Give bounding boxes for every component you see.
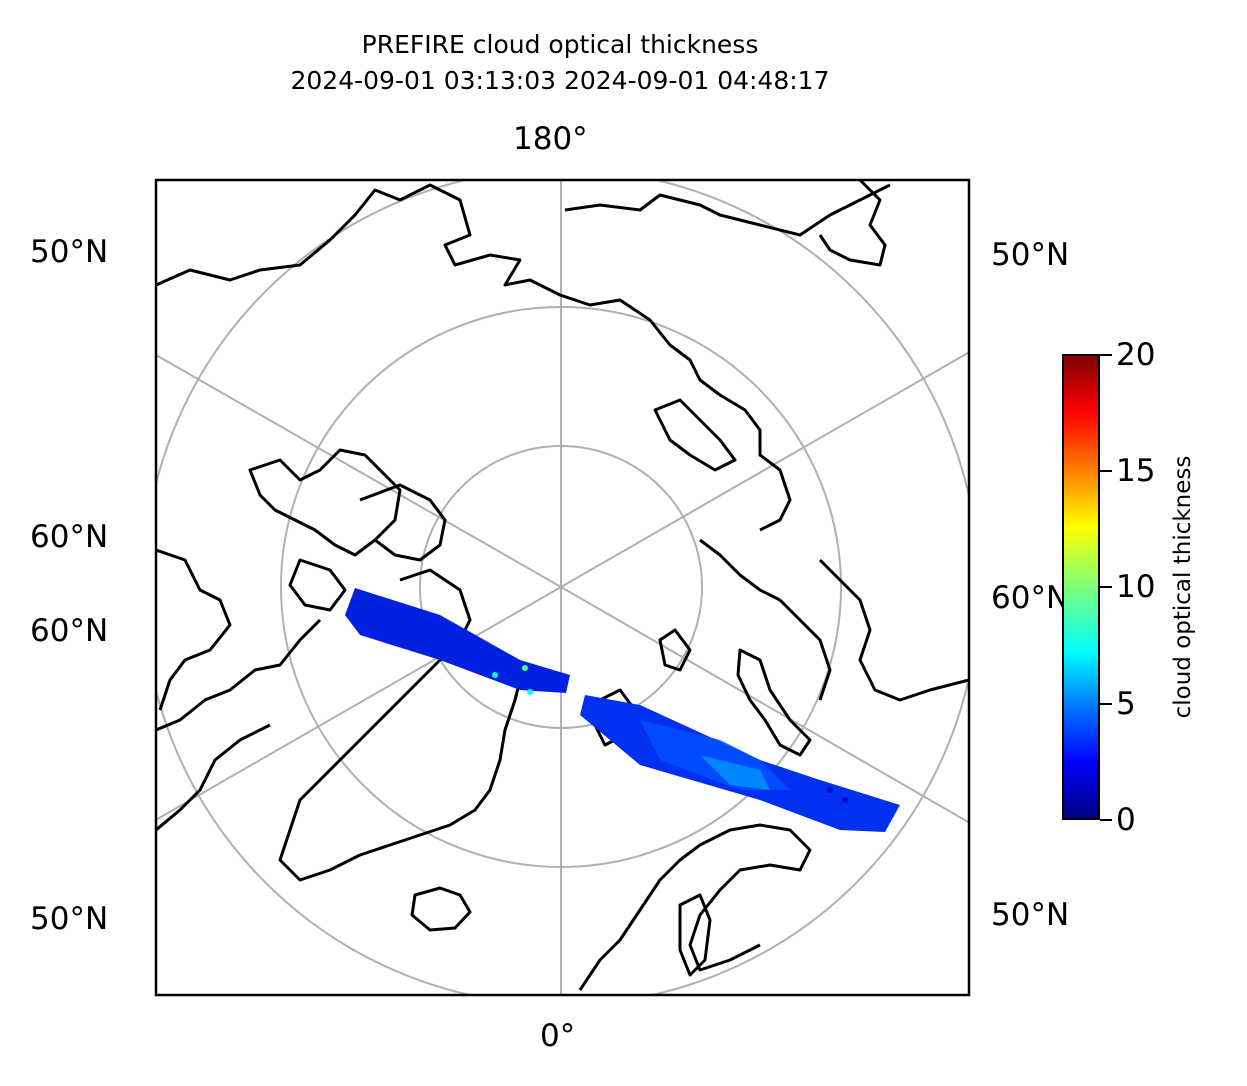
lon-label-0: 0° (540, 1018, 576, 1054)
lat-label-left-mid-lower: 60°N (30, 613, 109, 649)
colorbar-tick-10 (1100, 586, 1112, 588)
colorbar-tick-5 (1100, 703, 1112, 705)
colorbar-tick-label-0: 0 (1116, 802, 1136, 838)
colorbar (1062, 354, 1100, 820)
cloud-swath (345, 588, 900, 832)
map-frame (154, 178, 971, 997)
figure-title-line2: 2024-09-01 03:13:03 2024-09-01 04:48:17 (290, 66, 830, 95)
colorbar-tick-label-20: 20 (1116, 337, 1156, 373)
colorbar-tick-label-15: 15 (1116, 453, 1156, 489)
lat-label-left-lower: 50°N (30, 901, 109, 937)
colorbar-tick-15 (1100, 470, 1112, 472)
colorbar-tick-20 (1100, 354, 1112, 356)
colorbar-label: cloud optical thickness (1170, 455, 1196, 719)
graticule (156, 180, 969, 995)
lat-label-right-upper: 50°N (991, 237, 1070, 273)
lat-label-right-lower: 50°N (991, 897, 1070, 933)
lat-label-left-mid-upper: 60°N (30, 519, 109, 555)
colorbar-tick-label-10: 10 (1116, 569, 1156, 605)
figure-title-line1: PREFIRE cloud optical thickness (361, 30, 759, 59)
coastlines (156, 180, 969, 991)
colorbar-tick-label-5: 5 (1116, 686, 1136, 722)
lat-label-left-upper: 50°N (30, 234, 109, 270)
colorbar-tick-0 (1100, 819, 1112, 821)
lon-label-180: 180° (513, 121, 588, 157)
lat-label-right-mid: 60°N (991, 580, 1070, 616)
